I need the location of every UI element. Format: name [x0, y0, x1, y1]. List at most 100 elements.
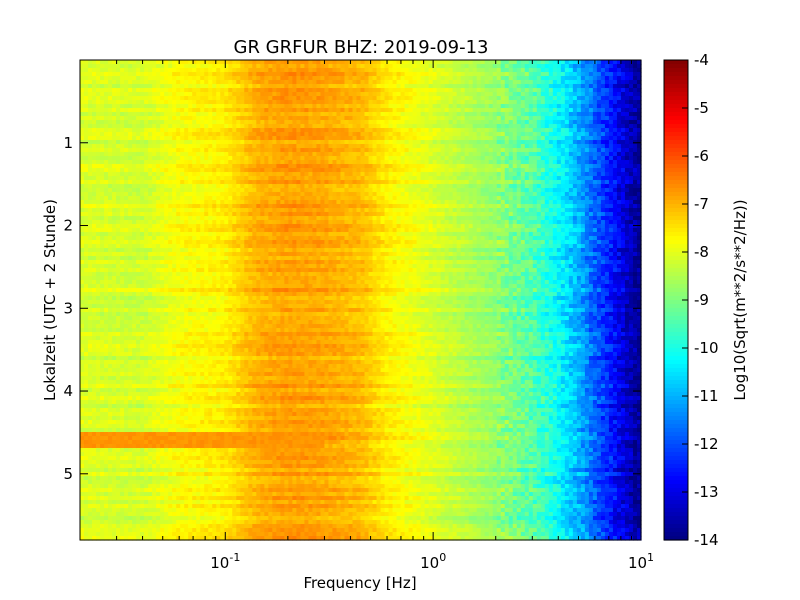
- heatmap-cell: [188, 68, 193, 73]
- heatmap-cell: [88, 352, 93, 357]
- heatmap-cell: [84, 188, 89, 193]
- heatmap-cell: [200, 452, 205, 457]
- heatmap-cell: [180, 264, 185, 269]
- heatmap-cell: [184, 220, 189, 225]
- heatmap-cell: [228, 372, 233, 377]
- heatmap-cell: [88, 484, 93, 489]
- heatmap-cell: [144, 476, 149, 481]
- heatmap-cell: [240, 224, 245, 229]
- heatmap-cell: [120, 96, 125, 101]
- heatmap-cell: [136, 448, 141, 453]
- heatmap-cell: [168, 428, 173, 433]
- heatmap-cell: [112, 208, 117, 213]
- heatmap-cell: [100, 436, 105, 441]
- heatmap-cell: [148, 484, 153, 489]
- heatmap-cell: [196, 428, 201, 433]
- heatmap-cell: [88, 96, 93, 101]
- heatmap-cell: [212, 412, 217, 417]
- heatmap-cell: [116, 140, 121, 145]
- heatmap-cell: [116, 444, 121, 449]
- heatmap-cell: [140, 396, 145, 401]
- heatmap-cell: [132, 368, 137, 373]
- heatmap-cell: [176, 84, 181, 89]
- heatmap-cell: [208, 232, 213, 237]
- heatmap-cell: [140, 176, 145, 181]
- heatmap-cell: [192, 260, 197, 265]
- heatmap-cell: [228, 376, 233, 381]
- heatmap-cell: [132, 92, 137, 97]
- heatmap-cell: [128, 132, 133, 137]
- heatmap-cell: [180, 440, 185, 445]
- heatmap-cell: [212, 372, 217, 377]
- heatmap-cell: [208, 212, 213, 217]
- heatmap-cell: [184, 296, 189, 301]
- heatmap-cell: [148, 488, 153, 493]
- heatmap-cell: [96, 368, 101, 373]
- heatmap-cell: [168, 320, 173, 325]
- heatmap-cell: [80, 388, 85, 393]
- heatmap-cell: [196, 532, 201, 537]
- heatmap-cell: [224, 264, 229, 269]
- heatmap-cell: [208, 320, 213, 325]
- heatmap-cell: [236, 240, 241, 245]
- heatmap-cell: [136, 88, 141, 93]
- heatmap-cell: [112, 264, 117, 269]
- heatmap-cell: [152, 184, 157, 189]
- heatmap-cell: [96, 392, 101, 397]
- heatmap-cell: [244, 300, 249, 305]
- heatmap-cell: [220, 308, 225, 313]
- heatmap-cell: [192, 256, 197, 261]
- heatmap-cell: [184, 248, 189, 253]
- heatmap-cell: [220, 504, 225, 509]
- heatmap-cell: [172, 492, 177, 497]
- heatmap-cell: [104, 408, 109, 413]
- heatmap-cell: [108, 412, 113, 417]
- heatmap-cell: [244, 308, 249, 313]
- heatmap-cell: [104, 460, 109, 465]
- heatmap-cell: [200, 180, 205, 185]
- heatmap-cell: [200, 308, 205, 313]
- heatmap-cell: [88, 264, 93, 269]
- heatmap-cell: [116, 192, 121, 197]
- heatmap-cell: [84, 404, 89, 409]
- heatmap-cell: [236, 440, 241, 445]
- heatmap-cell: [220, 280, 225, 285]
- heatmap-cell: [112, 172, 117, 177]
- heatmap-cell: [148, 352, 153, 357]
- heatmap-cell: [140, 364, 145, 369]
- heatmap-cell: [160, 112, 165, 117]
- heatmap-cell: [120, 64, 125, 69]
- heatmap-cell: [108, 80, 113, 85]
- heatmap-cell: [84, 112, 89, 117]
- heatmap-cell: [204, 72, 209, 77]
- heatmap-cell: [200, 392, 205, 397]
- heatmap-cell: [152, 216, 157, 221]
- heatmap-cell: [132, 476, 137, 481]
- heatmap-cell: [100, 140, 105, 145]
- heatmap-cell: [240, 108, 245, 113]
- heatmap-cell: [196, 76, 201, 81]
- heatmap-cell: [172, 196, 177, 201]
- heatmap-cell: [104, 248, 109, 253]
- heatmap-cell: [184, 432, 189, 437]
- heatmap-cell: [132, 496, 137, 501]
- heatmap-cell: [144, 132, 149, 137]
- heatmap-cell: [96, 256, 101, 261]
- heatmap-cell: [236, 412, 241, 417]
- heatmap-cell: [240, 424, 245, 429]
- heatmap-cell: [188, 440, 193, 445]
- heatmap-cell: [152, 64, 157, 69]
- heatmap-cell: [220, 132, 225, 137]
- heatmap-cell: [92, 392, 97, 397]
- heatmap-cell: [140, 444, 145, 449]
- heatmap-cell: [156, 96, 161, 101]
- heatmap-cell: [132, 224, 137, 229]
- heatmap-cell: [156, 484, 161, 489]
- heatmap-cell: [196, 404, 201, 409]
- heatmap-cell: [148, 424, 153, 429]
- heatmap-cell: [240, 428, 245, 433]
- heatmap-cell: [172, 396, 177, 401]
- heatmap-cell: [180, 100, 185, 105]
- heatmap-cell: [96, 336, 101, 341]
- heatmap-cell: [228, 200, 233, 205]
